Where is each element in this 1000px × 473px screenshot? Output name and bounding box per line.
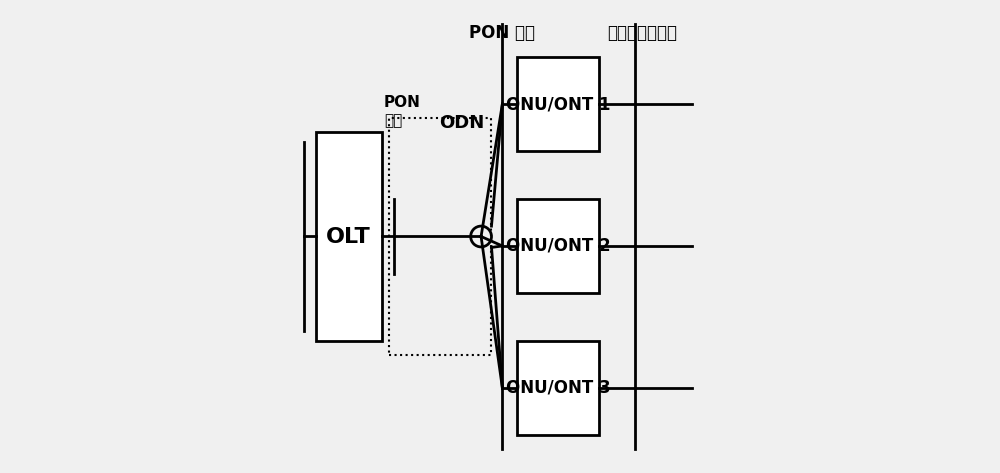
Text: OLT: OLT (326, 227, 371, 246)
FancyBboxPatch shape (517, 341, 599, 435)
Text: 用户网络侧接口: 用户网络侧接口 (607, 24, 677, 42)
Text: ONU/ONT 2: ONU/ONT 2 (506, 237, 610, 255)
Text: PON
接口: PON 接口 (384, 96, 421, 128)
FancyBboxPatch shape (517, 199, 599, 293)
Text: ONU/ONT 3: ONU/ONT 3 (506, 379, 610, 397)
FancyBboxPatch shape (517, 57, 599, 151)
Text: PON 接口: PON 接口 (469, 24, 535, 42)
FancyBboxPatch shape (316, 132, 382, 341)
Text: ODN: ODN (440, 114, 485, 132)
Text: ONU/ONT 1: ONU/ONT 1 (506, 95, 610, 113)
